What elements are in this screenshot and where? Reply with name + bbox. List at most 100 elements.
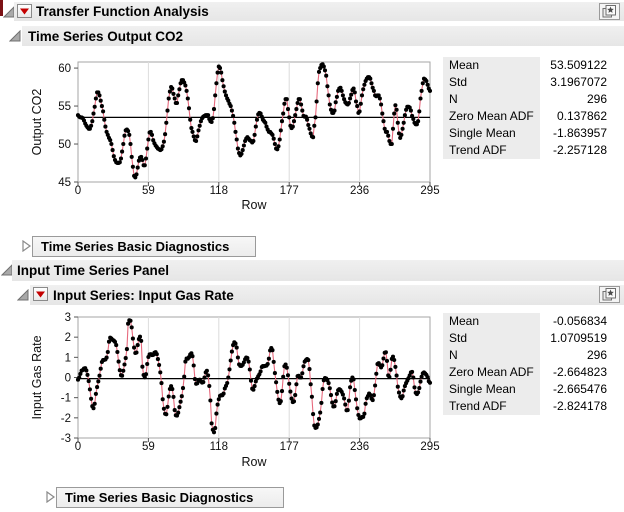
disclosure-open-icon[interactable] [17, 289, 29, 301]
svg-text:59: 59 [142, 185, 155, 197]
stat-row: Single Mean ADF-2.665476 [443, 381, 610, 413]
data-points[interactable] [75, 318, 433, 435]
red-triangle-menu-button[interactable] [33, 287, 48, 301]
axis-ticks: 0 59 118 177 236 295 -3 -2 -1 0 1 2 3 [61, 312, 440, 453]
time-series-basic-diagnostics-button[interactable]: Time Series Basic Diagnostics [32, 236, 256, 257]
stat-label: Std [443, 74, 540, 91]
header-transfer-function-analysis[interactable]: Transfer Function Analysis [14, 2, 624, 21]
svg-text:1: 1 [65, 352, 71, 364]
stat-row: Mean 53.509122 [443, 57, 610, 74]
stat-value: -2.665476 [540, 381, 610, 398]
svg-text:295: 295 [420, 185, 439, 197]
window-edge-accent [0, 0, 3, 16]
sticker-note-button[interactable] [599, 3, 620, 20]
red-triangle-icon [36, 291, 45, 298]
stat-label: Trend ADF [443, 142, 540, 159]
header-time-series-output-co2[interactable]: Time Series Output CO2 [22, 26, 624, 46]
layered-star-icon [602, 5, 616, 18]
stat-value: -1.863957 [540, 125, 610, 142]
plot-frame [77, 316, 431, 439]
stat-label: Zero Mean ADF [443, 108, 540, 125]
stat-label: Mean [443, 313, 540, 330]
stat-row: Zero Mean ADF 0.137862 [443, 108, 610, 125]
button-label: Time Series Basic Diagnostics [65, 490, 254, 505]
stat-value: 0.137862 [540, 108, 610, 125]
red-triangle-icon [20, 8, 29, 15]
stat-row: Trend ADF -2.824178 [443, 398, 610, 415]
svg-text:0: 0 [65, 373, 71, 385]
stat-label: Std [443, 330, 540, 347]
stat-value: -2.664823 [540, 364, 610, 381]
stat-value: -0.056834 [540, 313, 610, 330]
red-triangle-menu-button[interactable] [17, 4, 32, 18]
svg-text:177: 177 [280, 185, 299, 197]
svg-text:-2: -2 [61, 413, 71, 425]
stat-row: Std 1.0709519 [443, 330, 610, 347]
sticker-note-button[interactable] [599, 286, 620, 303]
header-input-series-input-gas-rate[interactable]: Input Series: Input Gas Rate [30, 285, 624, 305]
stat-row: Zero Mean ADF -2.664823 [443, 364, 610, 381]
stat-label: Trend ADF [443, 398, 540, 415]
disclosure-closed-icon[interactable] [45, 491, 57, 503]
stat-row: Mean -0.056834 [443, 313, 610, 330]
stat-row: Std 3.1967072 [443, 74, 610, 91]
stat-label: Single Mean ADF [443, 125, 540, 157]
svg-text:236: 236 [350, 441, 369, 453]
summary-statistics-panel: Mean -0.056834 Std 1.0709519 N 296 Zero Mean A… [443, 313, 610, 415]
stat-value: 53.509122 [540, 57, 610, 74]
stat-value: 1.0709519 [540, 330, 610, 347]
stat-label: N [443, 347, 540, 364]
stat-row: N 296 [443, 91, 610, 108]
header-title: Time Series Output CO2 [28, 28, 184, 44]
stat-row: N 296 [443, 347, 610, 364]
header-input-time-series-panel[interactable]: Input Time Series Panel [12, 260, 624, 281]
y-axis-title: Input Gas Rate [30, 335, 44, 419]
header-title: Transfer Function Analysis [36, 4, 209, 19]
svg-text:50: 50 [58, 139, 71, 151]
x-axis-title: Row [241, 198, 267, 212]
layered-star-icon [602, 288, 616, 301]
svg-text:45: 45 [58, 177, 71, 189]
header-title: Input Time Series Panel [17, 263, 170, 278]
plot-frame [77, 61, 431, 183]
header-title: Input Series: Input Gas Rate [53, 287, 234, 303]
svg-text:-3: -3 [61, 433, 71, 445]
stat-value: -2.824178 [540, 398, 610, 415]
stat-label: Mean [443, 57, 540, 74]
y-axis-title: Output CO2 [30, 89, 44, 156]
stat-label: Single Mean ADF [443, 381, 540, 413]
svg-text:59: 59 [142, 441, 155, 453]
stat-value: 296 [540, 347, 610, 364]
output-co2-time-series-plot[interactable]: 0 59 118 177 236 295 45 50 55 60 Row Output CO2 [0, 52, 442, 220]
summary-statistics-panel: Mean 53.509122 Std 3.1967072 N 296 Zero Mean A… [443, 57, 610, 159]
gridlines [147, 62, 361, 182]
disclosure-closed-icon[interactable] [21, 240, 33, 252]
stat-value: -2.257128 [540, 142, 610, 159]
svg-text:55: 55 [58, 101, 71, 113]
time-series-basic-diagnostics-button[interactable]: Time Series Basic Diagnostics [56, 487, 284, 508]
stat-row: Single Mean ADF-1.863957 [443, 125, 610, 157]
stat-label: N [443, 91, 540, 108]
svg-text:3: 3 [65, 312, 71, 324]
svg-text:0: 0 [75, 185, 81, 197]
x-axis-title: Row [241, 455, 267, 469]
stat-value: 296 [540, 91, 610, 108]
svg-text:118: 118 [210, 441, 228, 453]
stat-row: Trend ADF -2.257128 [443, 142, 610, 159]
svg-text:0: 0 [75, 441, 81, 453]
stat-label: Zero Mean ADF [443, 364, 540, 381]
svg-text:118: 118 [210, 185, 228, 197]
svg-text:60: 60 [58, 63, 71, 75]
stat-value: 3.1967072 [540, 74, 610, 91]
input-gas-rate-time-series-plot[interactable]: 0 59 118 177 236 295 -3 -2 -1 0 1 2 3 Row Input Gas Ra… [0, 310, 442, 482]
svg-text:-1: -1 [61, 393, 71, 405]
svg-text:2: 2 [65, 332, 71, 344]
data-points[interactable] [75, 62, 433, 180]
axis-ticks: 0 59 118 177 236 295 45 50 55 60 [58, 63, 439, 197]
button-label: Time Series Basic Diagnostics [41, 239, 230, 254]
svg-text:295: 295 [420, 441, 439, 453]
svg-text:236: 236 [350, 185, 369, 197]
svg-text:177: 177 [280, 441, 299, 453]
disclosure-open-icon[interactable] [9, 30, 21, 42]
